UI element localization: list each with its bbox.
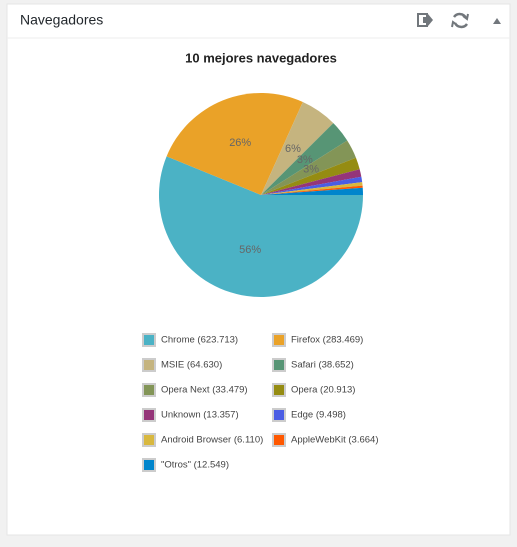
legend-label: Firefox (283.469) (291, 335, 363, 346)
legend-swatch (272, 358, 286, 372)
legend-label: "Otros" (12.549) (161, 460, 229, 471)
legend-swatch (272, 408, 286, 422)
legend-swatch (142, 433, 156, 447)
pie-slice (261, 187, 363, 195)
pie-slice (261, 169, 362, 195)
legend-label: Chrome (623.713) (161, 335, 238, 346)
legend-label: Edge (9.498) (291, 410, 346, 421)
legend-swatch (272, 383, 286, 397)
pie-slice (261, 101, 334, 195)
widget-title: Navegadores (20, 12, 103, 28)
legend-swatch (142, 458, 156, 472)
slice-label: 56% (239, 244, 261, 256)
legend-swatch (142, 408, 156, 422)
legend-swatch (272, 333, 286, 347)
legend-label: AppleWebKit (3.664) (291, 435, 379, 446)
slice-label: 6% (285, 143, 301, 155)
pie-slice (166, 92, 303, 195)
refresh-icon[interactable] (451, 12, 469, 29)
legend-swatch (272, 433, 286, 447)
legend-label: MSIE (64.630) (161, 360, 222, 371)
pie-slice (261, 185, 363, 195)
pie-slice (158, 156, 363, 298)
legend-label: Unknown (13.357) (161, 410, 239, 421)
slice-label: 3% (303, 164, 319, 176)
chart-title: 10 mejores navegadores (185, 50, 337, 65)
legend-label: Opera Next (33.479) (161, 385, 248, 396)
pie-slice (261, 182, 363, 195)
collapse-toggle[interactable] (493, 18, 501, 24)
slice-label: 3% (297, 154, 313, 166)
pie-slice (261, 140, 356, 195)
pie-slice (261, 176, 363, 195)
legend-swatch (142, 383, 156, 397)
legend-swatch (142, 358, 156, 372)
slice-label: 26% (229, 137, 251, 149)
pie-slice (261, 123, 348, 195)
export-icon[interactable] (417, 13, 433, 27)
legend-label: Android Browser (6.110) (161, 435, 263, 446)
legend-label: Safari (38.652) (291, 360, 354, 371)
legend-label: Opera (20.913) (291, 385, 355, 396)
legend-swatch (142, 333, 156, 347)
pie-slice (261, 157, 360, 195)
